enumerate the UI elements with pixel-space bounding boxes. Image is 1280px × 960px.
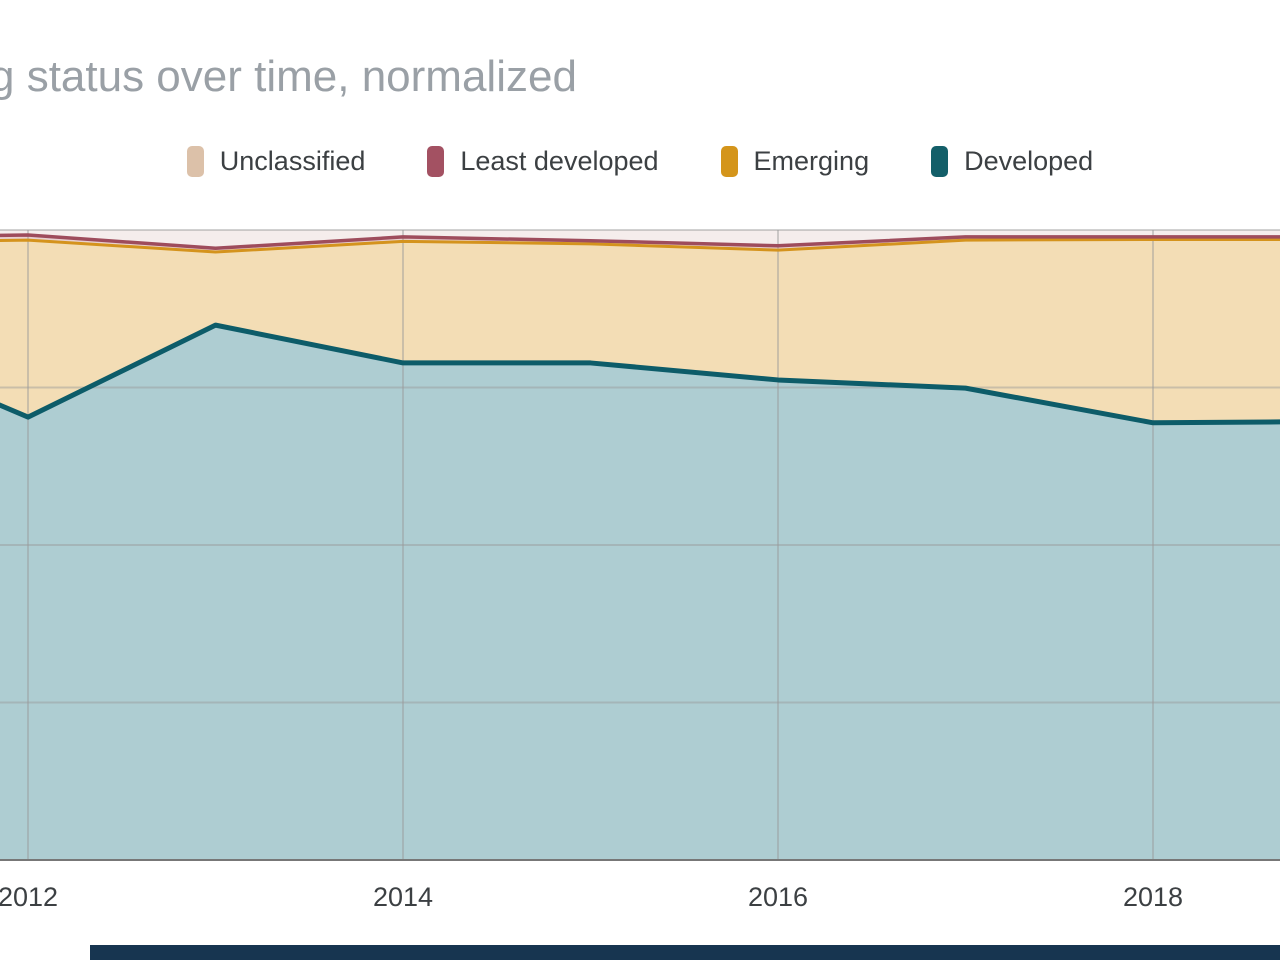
legend-swatch-developed-icon: [931, 146, 949, 177]
legend-item-developed[interactable]: Developed: [931, 146, 1093, 177]
legend-label-emerging: Emerging: [753, 146, 870, 176]
legend-swatch-least-developed-icon: [427, 146, 445, 177]
area-emerging: [0, 239, 1280, 423]
legend-item-emerging[interactable]: Emerging: [720, 146, 870, 177]
x-tick-label: 2012: [0, 882, 58, 912]
legend-item-unclassified[interactable]: Unclassified: [186, 146, 366, 177]
chart-legend: Unclassified Least developed Emerging De…: [0, 146, 1280, 177]
bottom-bar: [90, 945, 1280, 960]
line-least-developed: [0, 233, 1280, 251]
line-developed: [0, 322, 1280, 426]
x-tick-label: 2018: [1123, 882, 1183, 912]
area-developed: [0, 325, 1280, 860]
legend-item-least-developed[interactable]: Least developed: [427, 146, 659, 177]
legend-label-unclassified: Unclassified: [219, 146, 366, 176]
x-tick-label: 2016: [748, 882, 808, 912]
chart-title: g status over time, normalized: [0, 52, 577, 101]
legend-swatch-emerging-icon: [720, 146, 738, 177]
area-unclassified: [0, 230, 1280, 249]
legend-swatch-unclassified-icon: [186, 146, 204, 177]
x-tick-label: 2014: [373, 882, 433, 912]
line-emerging: [0, 237, 1280, 254]
legend-label-least-developed: Least developed: [460, 146, 659, 176]
legend-label-developed: Developed: [964, 146, 1094, 176]
